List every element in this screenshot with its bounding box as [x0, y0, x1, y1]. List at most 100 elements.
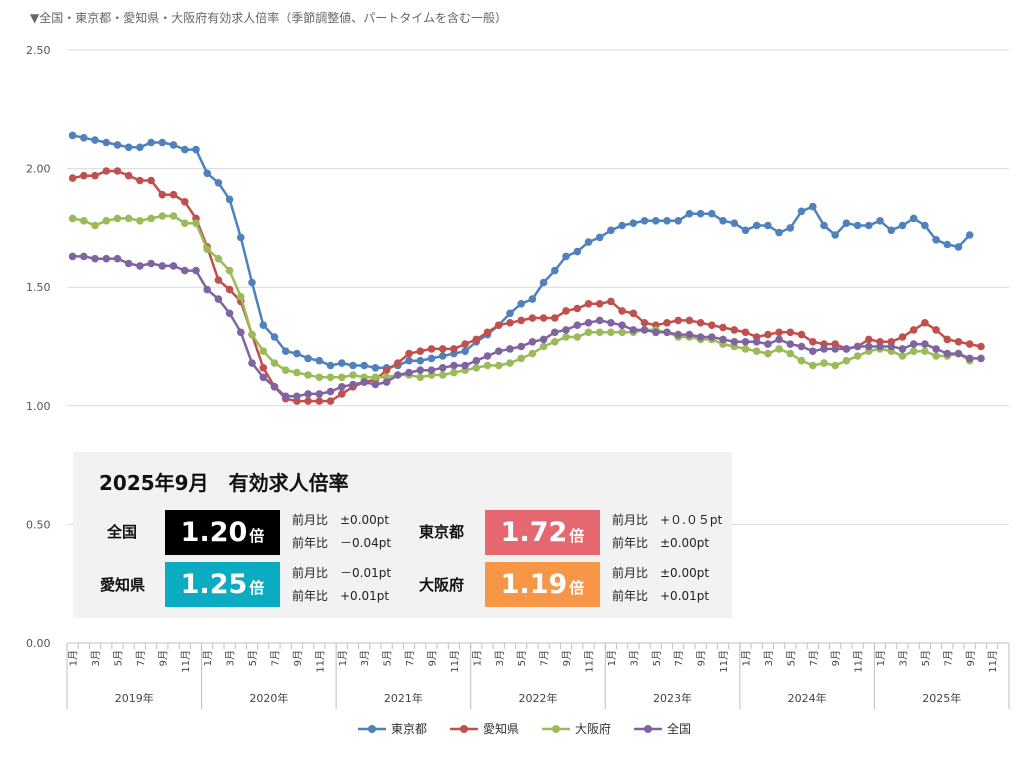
data-point	[820, 345, 828, 353]
data-point	[674, 217, 682, 225]
data-point	[921, 221, 929, 230]
data-point	[663, 319, 671, 327]
data-point	[607, 319, 615, 327]
data-point	[618, 321, 626, 330]
data-point	[450, 361, 458, 370]
data-point	[909, 214, 918, 223]
data-point	[595, 233, 604, 242]
legend-marker	[368, 725, 376, 733]
data-point	[584, 238, 593, 246]
data-point	[158, 138, 167, 147]
x-month-label: 1月	[606, 650, 618, 666]
x-month-label: 11月	[853, 650, 865, 673]
summary-panel: 2025年9月 有効求人倍率 全国 1.20 倍 前月比 ±0.00pt 前年比 …	[73, 452, 732, 618]
unit-tokyo: 倍	[569, 527, 585, 545]
data-point	[315, 373, 324, 382]
legend-marker	[460, 725, 468, 733]
data-point	[640, 217, 649, 225]
data-point	[831, 231, 839, 239]
data-point	[438, 352, 447, 360]
data-point	[775, 328, 783, 337]
data-point	[281, 347, 290, 356]
data-point	[752, 221, 761, 230]
data-point	[921, 340, 929, 348]
data-point	[629, 309, 638, 318]
x-month-label: 3月	[628, 650, 640, 666]
value-box-national: 1.20 倍	[165, 510, 280, 555]
data-point	[809, 361, 817, 370]
data-point	[853, 221, 862, 230]
data-point	[797, 356, 806, 365]
x-year-label: 2021年	[384, 691, 423, 705]
data-point	[954, 349, 963, 358]
data-point	[248, 278, 256, 287]
data-point	[259, 364, 268, 372]
data-point	[786, 224, 795, 232]
data-point	[539, 278, 548, 287]
data-point	[708, 333, 716, 341]
data-point	[483, 352, 492, 360]
data-point	[80, 171, 88, 180]
data-point	[965, 231, 974, 239]
data-point	[371, 373, 380, 382]
x-month-label: 7月	[673, 650, 685, 666]
x-month-label: 3月	[225, 650, 237, 666]
x-month-label: 7月	[269, 650, 281, 666]
data-point	[876, 217, 884, 225]
data-point	[696, 319, 705, 327]
value-aichi: 1.25	[180, 569, 248, 600]
data-point	[954, 338, 963, 346]
y-tick-label: 0.50	[26, 518, 51, 531]
data-point	[752, 347, 761, 356]
value-national: 1.20	[180, 517, 248, 548]
data-point	[214, 276, 223, 284]
data-point	[898, 345, 907, 353]
data-point	[494, 347, 503, 356]
mom-osaka: 前月比 ±0.00pt	[612, 566, 710, 580]
value-box-osaka: 1.19 倍	[485, 562, 600, 607]
data-point	[943, 349, 952, 358]
data-point	[338, 390, 346, 398]
data-point	[943, 335, 952, 344]
data-point	[741, 328, 750, 337]
legend-marker	[644, 725, 652, 733]
data-point	[293, 392, 301, 401]
data-point	[270, 383, 279, 391]
data-point	[80, 217, 88, 225]
data-point	[427, 345, 436, 353]
data-point	[685, 316, 694, 325]
data-point	[427, 366, 436, 375]
x-year-label: 2022年	[519, 691, 558, 705]
data-point	[506, 359, 514, 367]
x-month-label: 5月	[651, 650, 663, 666]
data-point	[764, 349, 772, 358]
data-point	[68, 252, 77, 261]
data-point	[775, 228, 783, 237]
data-point	[932, 326, 940, 334]
data-point	[528, 338, 537, 346]
data-point	[685, 209, 694, 218]
x-month-label: 11月	[718, 650, 730, 673]
data-point	[764, 340, 772, 348]
data-point	[887, 342, 896, 351]
data-point	[607, 297, 615, 306]
data-point	[450, 345, 458, 353]
data-point	[293, 368, 301, 377]
data-point	[136, 143, 144, 152]
data-point	[136, 176, 144, 185]
data-point	[898, 221, 907, 230]
data-point	[551, 266, 559, 275]
data-point	[629, 219, 638, 227]
x-month-label: 1月	[471, 650, 483, 666]
data-point	[326, 373, 335, 382]
data-point	[102, 138, 111, 147]
data-point	[438, 364, 447, 372]
data-point	[349, 371, 357, 379]
data-point	[932, 236, 940, 244]
data-point	[181, 145, 189, 154]
data-point	[461, 361, 469, 370]
data-point	[842, 356, 851, 365]
data-point	[169, 190, 178, 199]
x-year-label: 2025年	[922, 691, 961, 705]
data-point	[416, 347, 425, 356]
